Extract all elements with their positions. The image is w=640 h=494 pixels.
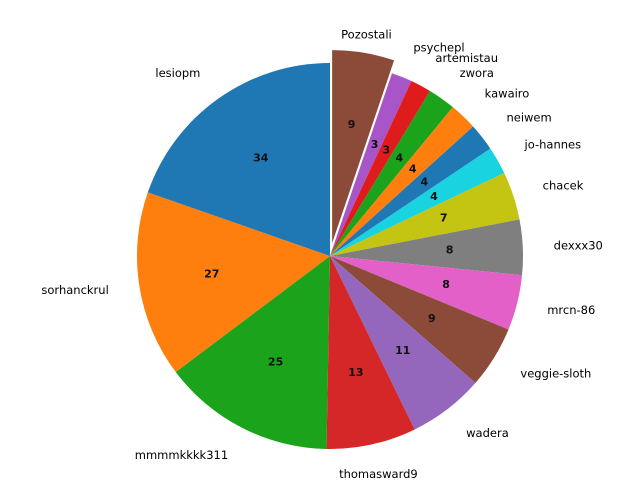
pie-slice[interactable] <box>330 90 453 256</box>
pie-slice-name-label: chacek <box>543 179 584 193</box>
pie-slice-value-label: 3 <box>371 138 379 151</box>
pie-slice-value-label: 9 <box>348 118 356 131</box>
pie-slice[interactable] <box>330 148 505 256</box>
pie-slice-name-label: mrcn-86 <box>547 303 595 317</box>
pie-slice-name-label: psychepl <box>413 41 464 55</box>
pie-slice-value-label: 3 <box>383 143 391 156</box>
pie-slice-name-label: lesiopm <box>155 66 200 80</box>
pie-slice-name-label: jo-hannes <box>524 138 582 152</box>
pie-slice[interactable] <box>330 81 431 256</box>
pie-slice-name-label: wadera <box>466 426 509 440</box>
pie-slice-name-label: zwora <box>460 66 494 80</box>
pie-slice-value-label: 25 <box>268 356 283 369</box>
pie-slice-value-label: 4 <box>430 190 438 203</box>
pie-slice-value-label: 4 <box>409 162 417 175</box>
pie-slice-value-label: 34 <box>253 151 269 164</box>
pie-slice[interactable] <box>330 126 491 256</box>
pie-slice[interactable] <box>326 256 415 450</box>
pie-slice[interactable] <box>330 219 524 276</box>
pie-slice-name-label: thomasward9 <box>339 467 418 481</box>
pie-slice-value-label: 9 <box>428 312 436 325</box>
pie-slice-name-label: mmmmkkkk311 <box>135 448 228 462</box>
pie-slice-name-label: kawairo <box>485 87 530 101</box>
pie-slice[interactable] <box>332 50 395 244</box>
pie-slice[interactable] <box>330 256 509 383</box>
pie-slice-value-label: 27 <box>204 267 219 280</box>
pie-slice-value-label: 4 <box>395 151 403 164</box>
pie-slice[interactable] <box>175 256 330 449</box>
pie-slice-name-label: dexxx30 <box>554 238 603 252</box>
pie-slice[interactable] <box>330 107 474 256</box>
pie-slice-name-label: sorhanckrul <box>41 283 108 297</box>
pie-slice-name-label: Pozostali <box>341 28 392 42</box>
pie-slice-value-label: 8 <box>446 244 454 257</box>
pie-slice-value-label: 8 <box>442 278 450 291</box>
pie-wedges-group <box>136 50 524 450</box>
pie-slice-name-label: neiwem <box>506 111 551 125</box>
pie-slice-name-label: veggie-sloth <box>520 366 591 380</box>
pie-slice[interactable] <box>147 63 330 256</box>
pie-slice[interactable] <box>330 256 476 430</box>
pie-slice-value-label: 11 <box>395 344 410 357</box>
pie-slice-value-label: 13 <box>348 366 363 379</box>
pie-slice-value-label: 4 <box>420 175 428 188</box>
pie-slice-value-label: 7 <box>440 212 448 225</box>
pie-slice[interactable] <box>330 73 412 256</box>
pie-slice[interactable] <box>330 256 523 330</box>
pie-slice-name-label: artemistau <box>435 51 498 65</box>
pie-slice[interactable] <box>136 192 330 372</box>
pie-slice[interactable] <box>330 172 520 256</box>
